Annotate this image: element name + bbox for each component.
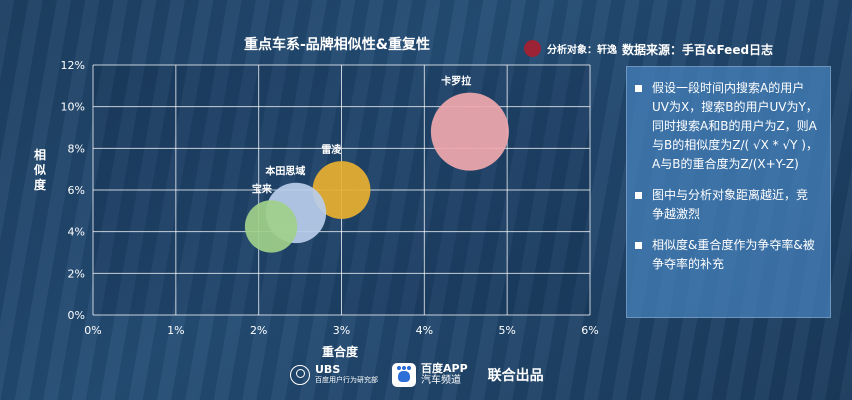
legend: 分析对象：轩逸 [524,40,617,57]
bullet-square-icon [635,242,642,249]
legend-label: 分析对象：轩逸 [547,45,617,56]
y-tick-label: 8% [68,142,85,155]
baidu-paw-icon [392,362,416,387]
joint-production: 联合出品 [487,367,544,384]
data-source: 数据来源：手百&Feed日志 [622,43,774,57]
x-tick-label: 4% [416,324,433,337]
x-tick-label: 6% [581,324,598,337]
y-tick-label: 4% [68,226,85,239]
note-text: 假设一段时间内搜索A的用户UV为X，搜索B的用户UV为Y，同时搜索A和B的用户为… [652,81,818,171]
info-panel: 假设一段时间内搜索A的用户UV为X，搜索B的用户UV为Y，同时搜索A和B的用户为… [626,66,831,318]
baidu-app-logo: 百度APP 汽车频道 [392,362,468,387]
baidu-app-name: 百度APP [421,362,468,375]
bubble-chart: 0% 1% 2% 3% 4% 5% 6% 0% 2% 4% 6% 8% 10% 12% 卡罗拉雷凌本田思域宝… [61,59,598,337]
y-tick-label: 0% [68,309,85,322]
x-tick-label: 1% [167,324,184,337]
y-tick-label: 6% [68,184,85,197]
ubs-name: UBS [315,363,341,376]
ubs-subtitle: 百度用户行为研究部 [315,376,378,384]
baidu-channel: 汽车频道 [421,375,461,386]
note-item: 假设一段时间内搜索A的用户UV为X，搜索B的用户UV为Y，同时搜索A和B的用户为… [635,79,818,174]
note-text: 图中与分析对象距离越近，竞争越激烈 [652,188,809,221]
bullet-square-icon [635,85,642,92]
bubble [244,200,298,253]
x-axis-label: 重合度 [322,345,359,359]
y-tick-label: 2% [68,267,85,280]
note-item: 相似度&重合度作为争夺率&被争夺率的补充 [635,236,818,274]
bubble-label: 卡罗拉 [441,75,471,88]
bubble [430,92,509,171]
note-item: 图中与分析对象距离越近，竞争越激烈 [635,186,818,224]
note-text: 相似度&重合度作为争夺率&被争夺率的补充 [652,238,815,271]
bubble [312,161,371,219]
legend-marker [524,40,541,57]
y-tick-label: 12% [61,59,85,72]
ubs-logo: UBS 百度用户行为研究部 [290,364,378,385]
bubble-label: 雷凌 [321,143,342,156]
chart-title: 重点车系-品牌相似性&重复性 [244,37,431,53]
y-tick-label: 10% [61,101,85,114]
bubble-label: 本田思域 [265,165,305,178]
bubble-label: 宝来 [252,182,273,195]
x-tick-label: 3% [333,324,350,337]
x-tick-label: 5% [498,324,515,337]
ubs-person-icon [290,364,310,385]
y-axis-label: 相似度 [33,148,46,192]
footer: UBS 百度用户行为研究部 百度APP 汽车频道 联合出品 [290,362,544,387]
bullet-square-icon [635,192,642,199]
x-tick-label: 2% [250,324,267,337]
x-tick-label: 0% [84,324,101,337]
